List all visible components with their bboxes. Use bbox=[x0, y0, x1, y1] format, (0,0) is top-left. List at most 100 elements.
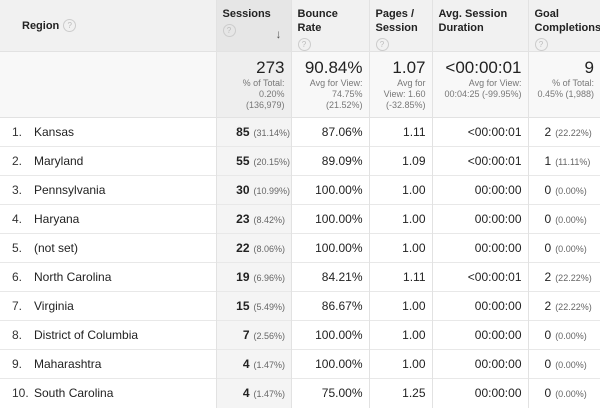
region-header[interactable]: Region? bbox=[0, 0, 216, 52]
help-icon[interactable]: ? bbox=[298, 38, 311, 51]
row-index: 2. bbox=[12, 154, 34, 168]
avg-duration-cell: 00:00:00 bbox=[432, 379, 528, 408]
pages-session-cell: 1.00 bbox=[369, 321, 432, 350]
region-name[interactable]: North Carolina bbox=[34, 270, 111, 284]
goals-percent: (0.00%) bbox=[555, 186, 587, 196]
sessions-percent: (2.56%) bbox=[254, 331, 285, 341]
table-row: 9.Maharashtra 4(1.47%) 100.00% 1.00 00:0… bbox=[0, 350, 600, 379]
avg-duration-cell: 00:00:00 bbox=[432, 321, 528, 350]
sessions-value: 19 bbox=[236, 270, 249, 284]
sessions-value: 85 bbox=[236, 125, 249, 139]
region-name[interactable]: Pennsylvania bbox=[34, 183, 105, 197]
goals-value: 1 bbox=[545, 154, 552, 168]
region-name[interactable]: Maryland bbox=[34, 154, 83, 168]
totals-pages-sub: (-32.85%) bbox=[374, 100, 426, 111]
goals-value: 0 bbox=[545, 241, 552, 255]
help-icon[interactable]: ? bbox=[376, 38, 389, 51]
goals-value: 2 bbox=[545, 299, 552, 313]
totals-pages-value: 1.07 bbox=[374, 58, 426, 78]
help-icon[interactable]: ? bbox=[223, 24, 236, 37]
bounce-rate-cell: 100.00% bbox=[291, 205, 369, 234]
goals-percent: (0.00%) bbox=[555, 360, 587, 370]
goal-completions-cell: 0(0.00%) bbox=[528, 234, 600, 263]
pages-session-cell: 1.11 bbox=[369, 263, 432, 292]
pages-session-cell: 1.11 bbox=[369, 118, 432, 147]
goal-completions-cell: 2(22.22%) bbox=[528, 263, 600, 292]
sessions-cell: 19 (6.96%) bbox=[216, 263, 291, 292]
region-cell: 2.Maryland bbox=[0, 147, 216, 176]
avg-duration-header[interactable]: Avg. Session Duration bbox=[432, 0, 528, 52]
pages-session-cell: 1.00 bbox=[369, 234, 432, 263]
region-cell: 10.South Carolina bbox=[0, 379, 216, 408]
bounce-rate-header-label: Bounce Rate bbox=[298, 8, 338, 34]
goals-value: 0 bbox=[545, 212, 552, 226]
totals-avg-duration: <00:00:01 Avg for View: 00:04:25 (-99.95… bbox=[432, 52, 528, 118]
goal-completions-cell: 2(22.22%) bbox=[528, 118, 600, 147]
sessions-percent: (6.96%) bbox=[254, 273, 285, 283]
totals-bounce-sub: Avg for View: bbox=[296, 78, 363, 89]
help-icon[interactable]: ? bbox=[535, 38, 548, 51]
sort-descending-icon[interactable]: ↓ bbox=[276, 27, 282, 41]
region-name[interactable]: (not set) bbox=[34, 241, 78, 255]
row-index: 7. bbox=[12, 299, 34, 313]
goals-percent: (0.00%) bbox=[555, 331, 587, 341]
row-index: 4. bbox=[12, 212, 34, 226]
totals-goal-completions: 9 % of Total: 0.45% (1,988) bbox=[528, 52, 600, 118]
region-name[interactable]: Virginia bbox=[34, 299, 74, 313]
region-name[interactable]: Kansas bbox=[34, 125, 74, 139]
row-index: 9. bbox=[12, 357, 34, 371]
goals-percent: (0.00%) bbox=[555, 244, 587, 254]
goal-completions-cell: 0(0.00%) bbox=[528, 176, 600, 205]
totals-bounce-sub: 74.75% bbox=[296, 89, 363, 100]
bounce-rate-cell: 86.67% bbox=[291, 292, 369, 321]
goals-value: 0 bbox=[545, 357, 552, 371]
pages-session-cell: 1.00 bbox=[369, 292, 432, 321]
totals-goals-sub: % of Total: bbox=[533, 78, 595, 89]
sessions-percent: (5.49%) bbox=[254, 302, 285, 312]
totals-sessions: 273 % of Total: 0.20% (136,979) bbox=[216, 52, 291, 118]
table-row: 3.Pennsylvania 30(10.99%) 100.00% 1.00 0… bbox=[0, 176, 600, 205]
sessions-value: 7 bbox=[243, 328, 250, 342]
totals-duration-value: <00:00:01 bbox=[437, 58, 522, 78]
bounce-rate-cell: 100.00% bbox=[291, 350, 369, 379]
bounce-rate-cell: 100.00% bbox=[291, 234, 369, 263]
sessions-header[interactable]: Sessions?↓ bbox=[216, 0, 291, 52]
avg-duration-cell: 00:00:00 bbox=[432, 176, 528, 205]
sessions-cell: 7 (2.56%) bbox=[216, 321, 291, 350]
region-cell: 5.(not set) bbox=[0, 234, 216, 263]
sessions-percent: (1.47%) bbox=[254, 360, 285, 370]
region-name[interactable]: Maharashtra bbox=[34, 357, 101, 371]
sessions-value: 22 bbox=[236, 241, 249, 255]
pages-session-cell: 1.00 bbox=[369, 350, 432, 379]
pages-session-cell: 1.00 bbox=[369, 205, 432, 234]
sessions-percent: (1.47%) bbox=[254, 389, 285, 399]
sessions-cell: 55(20.15%) bbox=[216, 147, 291, 176]
avg-duration-cell: <00:00:01 bbox=[432, 147, 528, 176]
region-name[interactable]: District of Columbia bbox=[34, 328, 138, 342]
totals-pages-session: 1.07 Avg for View: 1.60 (-32.85%) bbox=[369, 52, 432, 118]
region-cell: 4.Haryana bbox=[0, 205, 216, 234]
region-name[interactable]: Haryana bbox=[34, 212, 79, 226]
sessions-percent: (8.06%) bbox=[254, 244, 285, 254]
help-icon[interactable]: ? bbox=[63, 19, 76, 32]
goal-completions-header[interactable]: Goal Completions? bbox=[528, 0, 600, 52]
avg-duration-cell: <00:00:01 bbox=[432, 263, 528, 292]
row-index: 5. bbox=[12, 241, 34, 255]
avg-duration-header-label: Avg. Session Duration bbox=[439, 8, 508, 34]
sessions-percent: (8.42%) bbox=[254, 215, 285, 225]
sessions-cell: 22 (8.06%) bbox=[216, 234, 291, 263]
header-row: Region? Sessions?↓ Bounce Rate? Pages / … bbox=[0, 0, 600, 52]
totals-goals-sub: 0.45% (1,988) bbox=[533, 89, 595, 100]
region-cell: 8.District of Columbia bbox=[0, 321, 216, 350]
goals-percent: (11.11%) bbox=[555, 157, 590, 167]
pages-session-header[interactable]: Pages / Session? bbox=[369, 0, 432, 52]
sessions-value: 15 bbox=[236, 299, 249, 313]
table-row: 5.(not set) 22 (8.06%) 100.00% 1.00 00:00… bbox=[0, 234, 600, 263]
region-name[interactable]: South Carolina bbox=[34, 386, 113, 400]
avg-duration-cell: 00:00:00 bbox=[432, 234, 528, 263]
sessions-cell: 15 (5.49%) bbox=[216, 292, 291, 321]
pages-session-header-label: Pages / Session bbox=[376, 8, 418, 34]
bounce-rate-cell: 89.09% bbox=[291, 147, 369, 176]
bounce-rate-header[interactable]: Bounce Rate? bbox=[291, 0, 369, 52]
goal-completions-cell: 1(11.11%) bbox=[528, 147, 600, 176]
